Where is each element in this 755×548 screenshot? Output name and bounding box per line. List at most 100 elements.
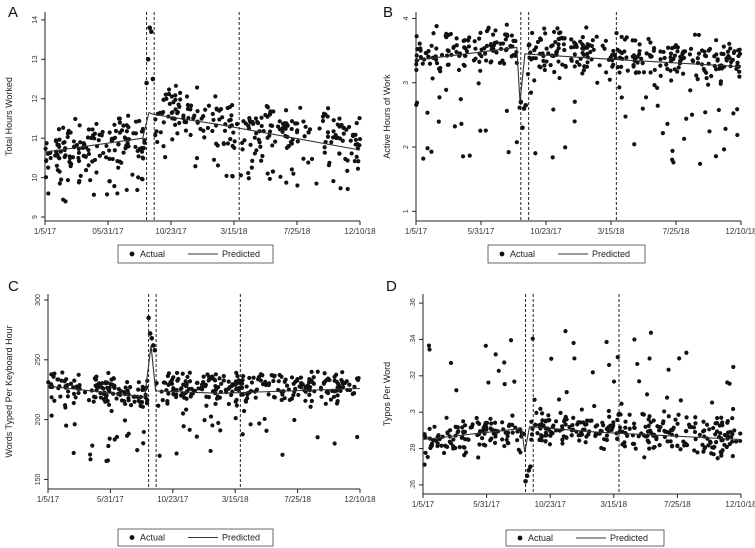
data-point [465, 437, 470, 442]
x-tick-label-b: 12/10/18 [725, 227, 755, 236]
data-point [708, 439, 713, 444]
data-point [201, 128, 206, 133]
data-point [72, 378, 77, 383]
data-point [357, 116, 362, 121]
data-point [328, 397, 334, 402]
y-axis-title-a: Total Hours Worked [4, 77, 14, 156]
data-point [218, 428, 223, 433]
data-point [230, 103, 235, 108]
data-point [88, 452, 93, 457]
data-point [322, 371, 327, 376]
data-point [533, 422, 538, 427]
data-point [506, 423, 511, 429]
data-point [352, 384, 357, 389]
data-point [194, 155, 200, 161]
data-point [688, 46, 694, 51]
data-point [126, 113, 131, 118]
data-point [341, 131, 346, 136]
data-point [125, 380, 130, 385]
data-point [301, 119, 306, 124]
data-point [551, 107, 556, 112]
data-point [88, 457, 93, 462]
chart-panel-c: C 150 200 250 300 Words Typed Per Keyboard Ho… [0, 274, 377, 548]
data-point [706, 443, 711, 448]
data-point [230, 382, 235, 387]
data-point [604, 433, 610, 438]
data-point [240, 392, 246, 397]
data-point [73, 395, 78, 400]
data-point [448, 360, 454, 366]
y-tick-label-c: 200 [35, 414, 42, 426]
data-point [646, 36, 651, 42]
data-point [192, 113, 197, 118]
data-point [248, 142, 253, 147]
data-point [78, 140, 83, 145]
data-point [262, 416, 267, 422]
data-point [94, 383, 99, 388]
data-point [104, 393, 109, 398]
data-point [670, 157, 675, 162]
data-point [733, 439, 739, 444]
data-point [322, 145, 327, 150]
data-point [528, 90, 534, 95]
data-point [135, 394, 140, 399]
data-point [215, 143, 220, 148]
chart-c-svg: C 150 200 250 300 Words Typed Per Keyboard Ho… [4, 278, 376, 547]
data-point [158, 130, 163, 135]
data-point [702, 49, 707, 54]
data-point [303, 398, 308, 403]
data-point [104, 143, 109, 149]
data-point [253, 116, 259, 121]
data-point [345, 186, 350, 192]
data-point [77, 383, 82, 388]
data-point [153, 117, 158, 122]
data-point [259, 115, 264, 120]
data-point [344, 379, 349, 384]
data-point [150, 76, 156, 82]
data-point [44, 141, 49, 146]
legend-a: Actual Predicted [117, 244, 274, 264]
data-point [553, 39, 558, 45]
data-point [303, 124, 308, 129]
data-point [451, 444, 456, 449]
data-point [160, 398, 165, 403]
data-point [738, 431, 743, 436]
data-point [669, 427, 674, 432]
data-point [106, 370, 111, 376]
data-point [429, 43, 434, 48]
scatter-points-b [414, 22, 743, 166]
data-point [660, 421, 666, 426]
data-point [221, 373, 226, 379]
data-point [591, 47, 596, 52]
data-point [632, 441, 637, 447]
data-point [537, 64, 542, 69]
data-point [123, 385, 128, 390]
data-point [490, 32, 496, 37]
data-point [208, 414, 214, 419]
data-point [110, 382, 115, 387]
data-point [213, 383, 218, 389]
data-point [544, 46, 549, 51]
data-point [472, 39, 477, 44]
chart-panel-a: A 9 10 11 12 13 14 Total Hours Worked 1/5/17 05/3… [0, 0, 377, 274]
data-point [314, 181, 319, 186]
data-point [240, 140, 245, 146]
data-point [267, 129, 273, 134]
x-tick-label-b: 3/15/18 [598, 227, 625, 236]
data-point [169, 94, 174, 99]
data-point [52, 398, 57, 403]
data-point [213, 372, 218, 377]
data-point [523, 102, 528, 108]
data-point [107, 130, 112, 135]
data-point [735, 132, 740, 138]
data-point [283, 377, 288, 382]
data-point [63, 384, 68, 389]
data-point [709, 451, 714, 456]
data-point [687, 52, 693, 57]
data-point [631, 62, 636, 68]
predicted-line-c [47, 345, 361, 398]
data-point [578, 420, 583, 425]
data-point [483, 128, 488, 133]
data-point [480, 436, 485, 441]
data-point [221, 378, 226, 383]
